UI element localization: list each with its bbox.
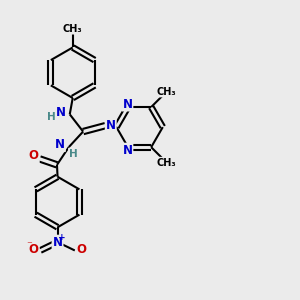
Text: O: O	[76, 243, 86, 256]
Text: N: N	[55, 138, 65, 151]
Text: ⁻: ⁻	[26, 240, 32, 250]
Text: H: H	[47, 112, 56, 122]
Text: N: N	[122, 144, 132, 157]
Text: CH₃: CH₃	[63, 24, 83, 34]
Text: CH₃: CH₃	[157, 87, 176, 97]
Text: N: N	[56, 106, 66, 119]
Text: N: N	[122, 98, 132, 111]
Text: CH₃: CH₃	[157, 158, 176, 168]
Text: O: O	[29, 149, 39, 162]
Text: N: N	[106, 118, 116, 131]
Text: +: +	[58, 233, 65, 242]
Text: H: H	[69, 148, 78, 159]
Text: N: N	[52, 236, 63, 249]
Text: O: O	[29, 243, 39, 256]
